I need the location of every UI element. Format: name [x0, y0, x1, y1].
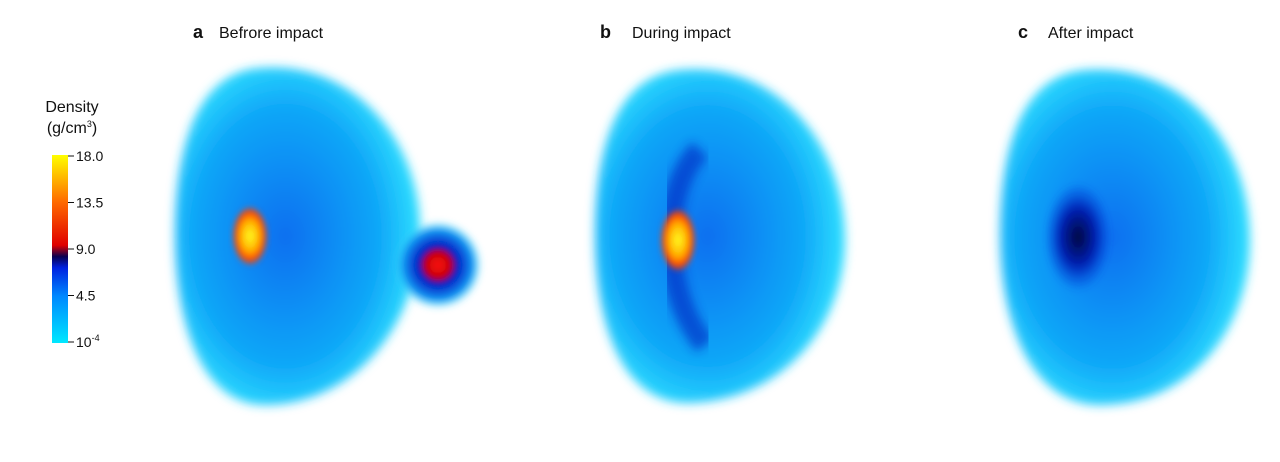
panel: b During impact — [595, 22, 846, 404]
colorbar-ticks: 18.0 13.5 9.0 4.5 10-4 — [68, 148, 103, 350]
core — [232, 206, 268, 266]
unit-text: (g/cm — [47, 120, 87, 137]
colorbar — [52, 155, 68, 343]
planet — [1000, 69, 1251, 405]
tick-label: 9.0 — [76, 241, 96, 257]
panel-letter: a — [193, 22, 204, 42]
core — [660, 208, 696, 272]
planet — [595, 69, 846, 404]
core — [1044, 182, 1112, 292]
panel-letter: c — [1018, 22, 1028, 42]
unit-text: ) — [92, 120, 97, 137]
planet — [175, 67, 421, 405]
panel-letter: b — [600, 22, 611, 42]
panel-title: After impact — [1048, 25, 1134, 42]
tick-base: 10 — [76, 334, 92, 350]
tick-label: 13.5 — [76, 195, 103, 211]
panel: c After impact — [1000, 22, 1251, 405]
panel-title: Befrore impact — [219, 25, 324, 42]
colorbar-title: Density — [45, 99, 98, 116]
panel: a Befrore impact — [175, 22, 483, 405]
impactor — [393, 220, 483, 310]
tick-sup: -4 — [92, 333, 100, 343]
tick-label: 18.0 — [76, 148, 103, 164]
panel-title: During impact — [632, 25, 731, 42]
colorbar-unit: (g/cm3) — [47, 119, 97, 137]
tick-label: 4.5 — [76, 288, 96, 304]
tick-label: 10-4 — [76, 333, 100, 350]
unit-sup: 3 — [87, 119, 92, 129]
